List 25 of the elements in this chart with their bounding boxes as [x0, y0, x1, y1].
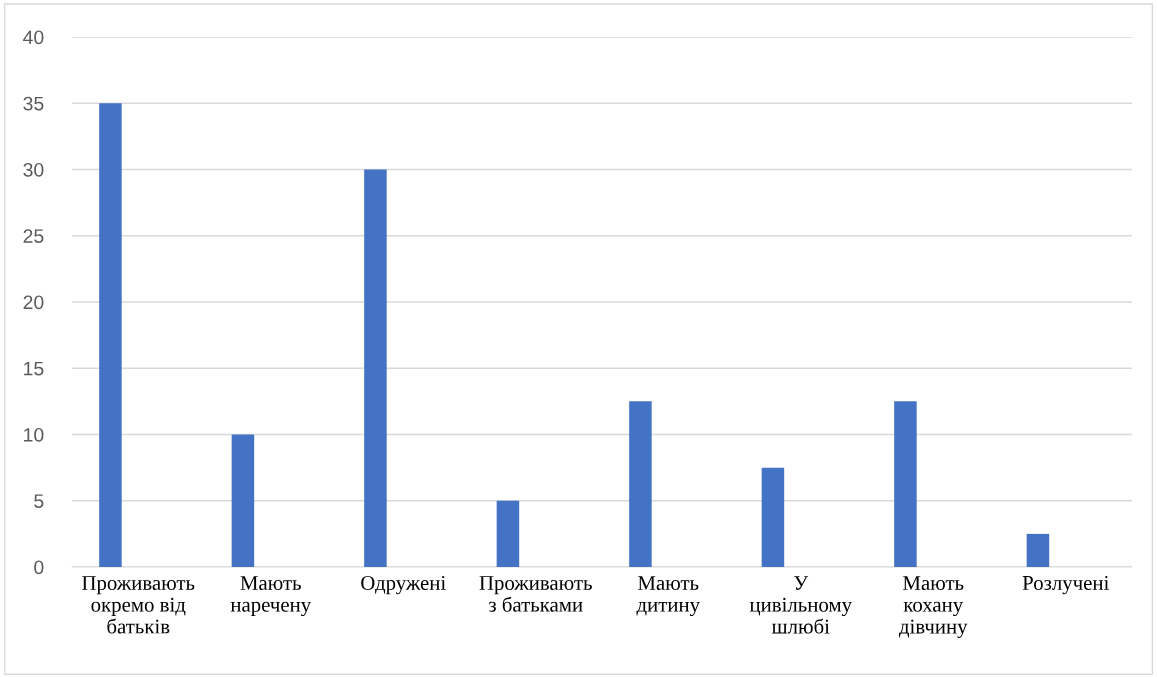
x-tick-label: Розлучені — [1022, 575, 1109, 595]
x-tick-label: Мають кохану дівчину — [898, 576, 968, 638]
y-tick-label: 35 — [23, 96, 44, 111]
x-tick-label: Мають наречену — [230, 576, 312, 617]
bar — [894, 401, 917, 567]
bar — [231, 434, 255, 567]
x-tick-label: Проживають з батьками — [479, 576, 592, 612]
y-tick-label: 25 — [23, 229, 44, 243]
x-tick-label: Одружені — [361, 575, 446, 595]
y-tick-label: 5 — [34, 494, 44, 508]
bar — [496, 500, 520, 567]
y-tick-label: 30 — [23, 162, 44, 177]
bar — [1026, 533, 1050, 567]
y-tick-label: 20 — [23, 295, 44, 310]
y-tick-label: 40 — [23, 30, 44, 45]
y-tick-label: 10 — [24, 427, 44, 442]
bar — [99, 103, 122, 567]
x-tick-label: У цивільному шлюбі — [749, 576, 852, 634]
bar — [364, 169, 387, 567]
y-tick-label: 15 — [24, 361, 44, 376]
y-tick-label: 0 — [34, 560, 44, 575]
x-tick-label: Мають дитину — [636, 576, 700, 617]
bar — [761, 467, 785, 567]
x-tick-label: Проживають окремо від батьків — [82, 576, 195, 634]
bar — [629, 401, 652, 567]
